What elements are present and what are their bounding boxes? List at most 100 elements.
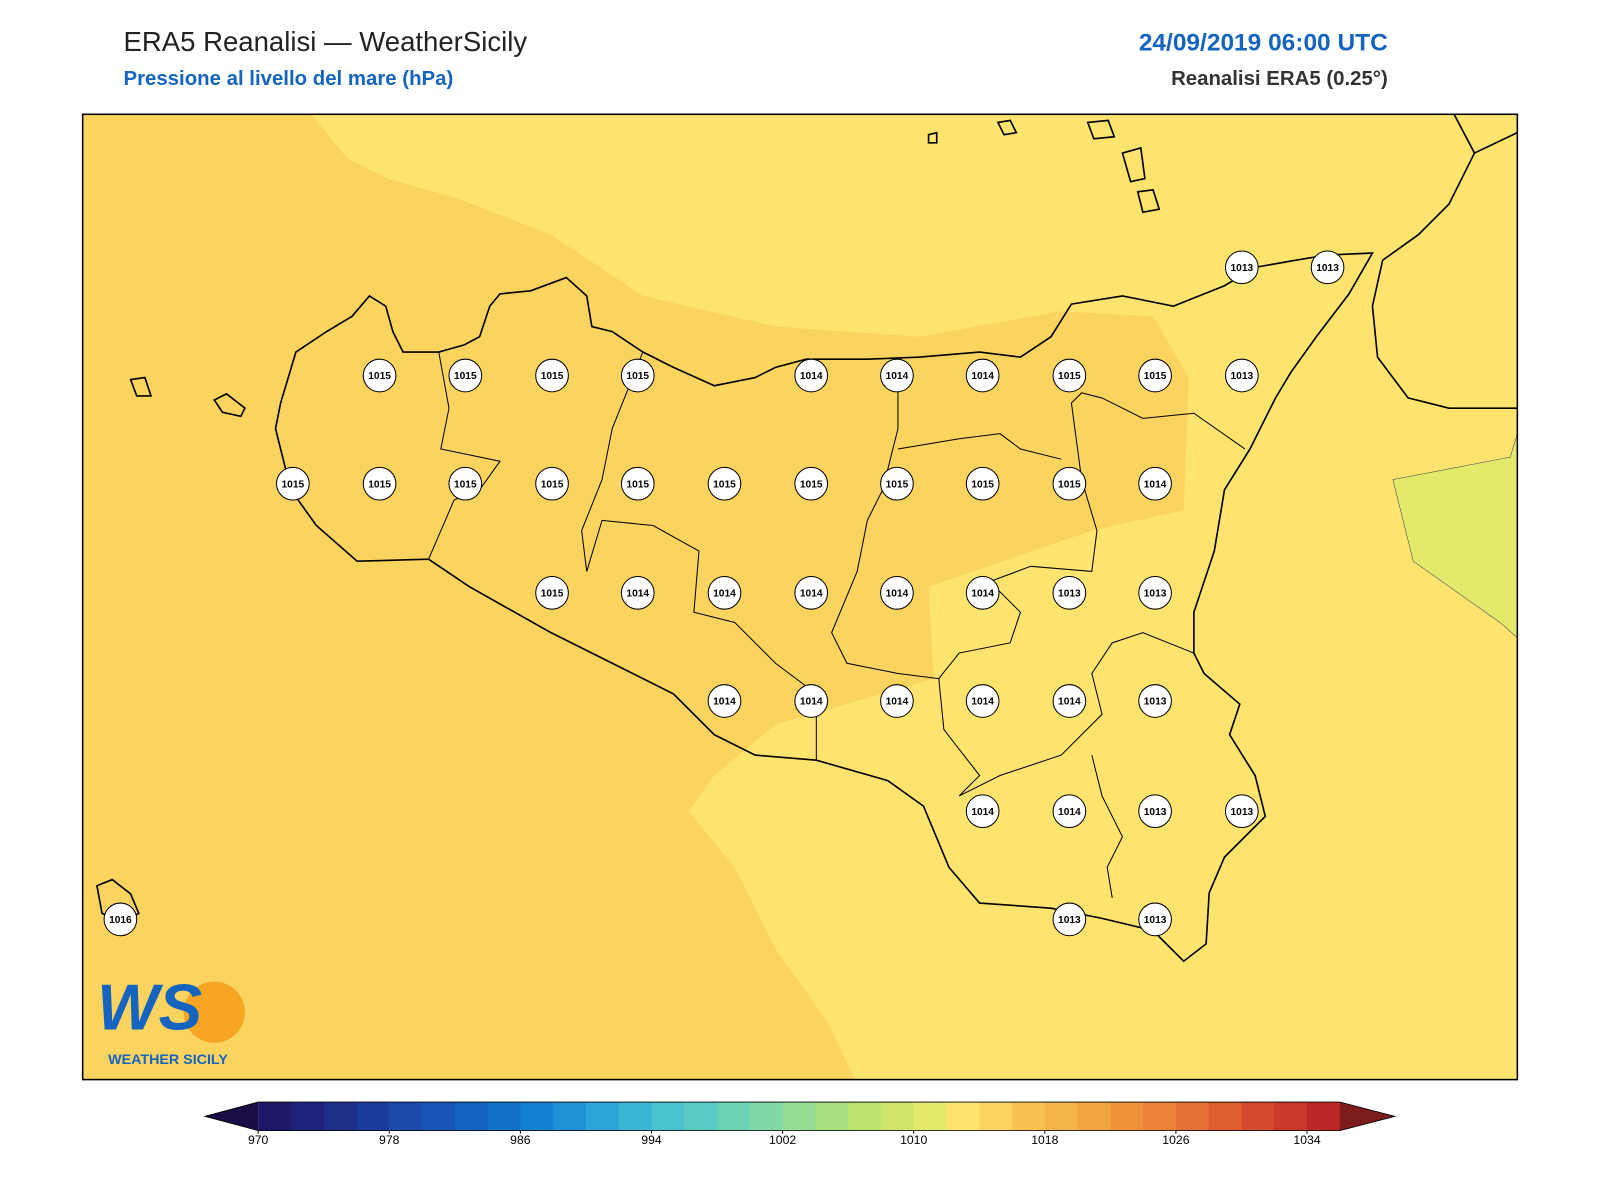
station-marker [707,466,742,501]
pressure-field [311,114,1518,1080]
station-value: 1014 [1058,697,1081,708]
station-marker [794,466,829,501]
colorbar-cell [422,1102,456,1131]
station-value: 1015 [626,479,649,490]
colorbar-under [205,1102,259,1131]
colorbar-tick-label: 1002 [769,1133,796,1147]
station-marker [1138,902,1172,937]
station-value: 1014 [886,589,909,600]
station-value: 1014 [971,371,994,382]
station-marker [448,466,483,501]
colorbar-cell [749,1102,784,1131]
station-marker [535,358,569,393]
station-value: 1014 [713,697,736,708]
station-value: 1014 [800,371,823,382]
station-value: 1013 [1058,915,1081,926]
station-marker [1138,794,1172,829]
colorbar-over [1339,1102,1395,1131]
station-value: 1015 [626,371,649,382]
colorbar-cell [880,1102,915,1131]
station-marker [535,466,569,501]
colorbar-cell [290,1102,325,1131]
station-marker [1225,794,1259,829]
colorbar-tick-label: 978 [379,1133,400,1147]
colorbar-cell [618,1102,652,1131]
colorbar-cell [782,1102,816,1131]
station-value: 1013 [1316,263,1339,274]
stations: 1013 1013 1015 1015 1015 1015 1014 1014 1014 1015… [103,250,1345,937]
colorbar-cell [1012,1102,1046,1131]
station-marker [1052,358,1087,393]
title: ERA5 Reanalisi — WeatherSicily [123,26,527,57]
station-marker [794,358,829,393]
station-value: 1014 [1144,479,1167,490]
station-marker [620,358,655,393]
station-marker [965,358,1000,393]
station-marker [1052,684,1087,718]
station-marker [1310,250,1345,285]
station-value: 1014 [886,697,909,708]
colorbar-cell [389,1102,423,1131]
colorbar-cell [585,1102,620,1131]
station-marker [1138,684,1172,718]
station-value: 1013 [1144,915,1167,926]
station-value: 1015 [454,371,477,382]
station-value: 1013 [1144,589,1167,600]
station-value: 1014 [971,807,994,818]
station-value: 1015 [454,479,477,490]
station-marker [362,466,397,501]
logo: WS WEATHER SICILY [97,970,245,1068]
station-marker [1052,794,1087,829]
colorbar-cell [1307,1102,1341,1131]
source: Reanalisi ERA5 (0.25°) [1171,68,1388,90]
colorbar-cell [913,1102,947,1131]
logo-sun [183,981,245,1043]
station-marker [276,466,310,501]
colorbar-tick-label: 1034 [1293,1133,1320,1147]
coastline [96,113,1518,963]
logo-text: WS [97,970,202,1043]
station-marker [1052,466,1087,501]
station-value: 1014 [800,697,823,708]
station-marker [1138,576,1172,610]
colorbar-cell [258,1102,292,1131]
station-marker [1138,358,1172,393]
colorbar: 970 978 986 994 1002 1010 1018 1026 1034 [203,1101,1397,1147]
station-value: 1015 [713,479,736,490]
colorbar-cell [815,1102,849,1131]
station-value: 1014 [971,589,994,600]
station-marker [965,466,1000,501]
station-marker [620,576,655,610]
station-value: 1014 [886,371,909,382]
station-value: 1015 [971,479,994,490]
station-value: 1014 [800,589,823,600]
station-marker [362,358,397,393]
station-value: 1015 [541,589,564,600]
logo-subtext: WEATHER SICILY [108,1052,228,1068]
station-value: 1016 [109,915,132,926]
colorbar-cell [979,1102,1013,1131]
station-marker [965,794,1000,829]
station-value: 1015 [800,479,823,490]
colorbar-cell [1143,1102,1177,1131]
station-marker [880,576,914,610]
colorbar-cell [651,1102,685,1131]
colorbar-tick-label: 1018 [1031,1133,1058,1147]
colorbar-cell [1077,1102,1111,1131]
station-marker [880,358,914,393]
colorbar-cell [1241,1102,1275,1131]
colorbar-tick-label: 970 [248,1133,269,1147]
station-value: 1013 [1144,697,1167,708]
station-value: 1015 [541,479,564,490]
station-value: 1014 [626,589,649,600]
colorbar-tick-label: 986 [510,1133,531,1147]
colorbar-cell [356,1102,390,1131]
station-marker [1225,250,1259,285]
station-marker [1225,358,1259,393]
colorbar-cell [684,1102,718,1131]
station-value: 1015 [282,479,305,490]
colorbar-cell [487,1102,521,1131]
colorbar-cell [717,1102,751,1131]
